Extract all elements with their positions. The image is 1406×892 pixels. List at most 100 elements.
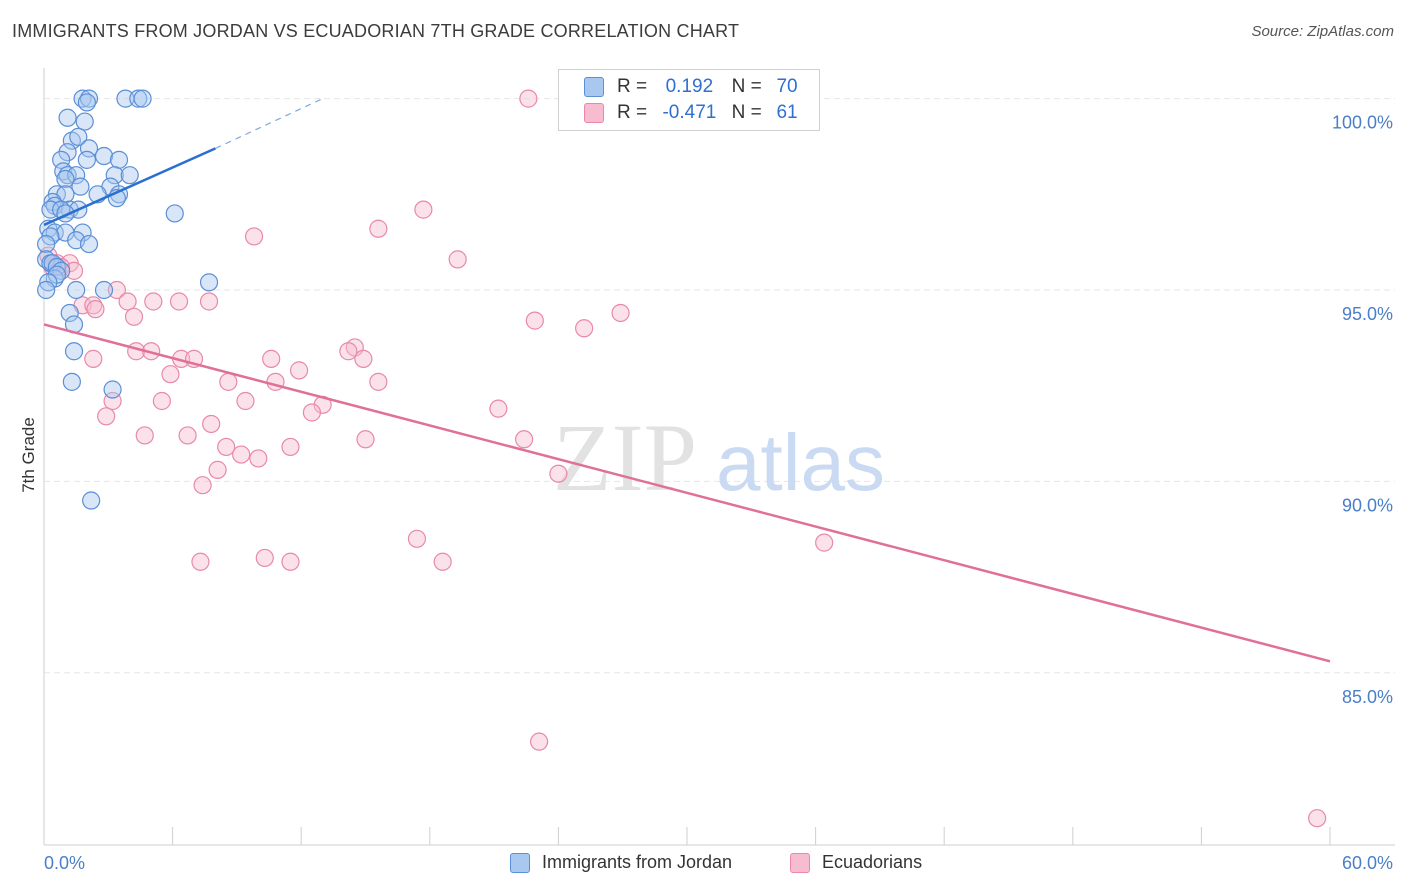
point-ecuadorians (217, 437, 236, 457)
point-ecuadorians (202, 414, 221, 434)
point-jordan (129, 89, 148, 108)
point-ecuadorians (281, 552, 300, 571)
y-tick-label: 85.0% (1342, 687, 1393, 707)
trend-lines (43, 98, 1331, 663)
point-jordan (62, 372, 81, 391)
point-jordan (79, 139, 99, 158)
point-ecuadorians (161, 365, 180, 384)
point-ecuadorians (1308, 809, 1327, 828)
point-jordan (41, 200, 60, 219)
point-ecuadorians (86, 300, 105, 319)
point-ecuadorians (815, 533, 834, 552)
point-ecuadorians (369, 372, 388, 391)
trend-line-jordan-extension (215, 98, 323, 149)
point-jordan (71, 177, 90, 196)
series-legend: Immigrants from Jordan Ecuadorians (0, 852, 1406, 878)
grid-lines (44, 98, 1395, 674)
correlation-legend: R = 0.192 N = 70 R = -0.471 N = 61 (558, 69, 820, 131)
legend-text-jordan: R = 0.192 N = 70 (617, 76, 807, 98)
point-ecuadorians (124, 307, 144, 326)
point-jordan (105, 166, 124, 185)
point-ecuadorians (199, 292, 219, 311)
x-tick-label: 60.0% (1342, 853, 1393, 873)
point-jordan (109, 150, 129, 169)
point-jordan (67, 280, 86, 300)
point-ecuadorians (549, 464, 568, 483)
axes (43, 68, 1395, 846)
point-ecuadorians (448, 250, 467, 269)
point-ecuadorians (369, 219, 388, 238)
legend-r-label: R = (617, 76, 648, 97)
point-ecuadorians (289, 361, 309, 380)
point-ecuadorians (530, 732, 549, 751)
watermark: ZIP atlas (553, 404, 885, 511)
point-ecuadorians (354, 349, 373, 368)
point-ecuadorians (339, 342, 358, 361)
point-jordan (94, 280, 114, 300)
point-jordan (94, 146, 114, 166)
legend-n-value-ecuadorians: 61 (776, 102, 798, 123)
trend-line-ecuadorians (43, 323, 1331, 663)
legend-r-value-jordan: 0.192 (665, 76, 714, 97)
watermark-zip: ZIP (553, 404, 697, 511)
point-jordan (37, 234, 56, 254)
point-ecuadorians (489, 399, 508, 418)
point-ecuadorians (219, 372, 238, 391)
watermark-atlas: atlas (716, 418, 885, 507)
point-ecuadorians (407, 529, 427, 548)
series-legend-ecuadorians[interactable]: Ecuadorians (790, 852, 922, 873)
point-ecuadorians (232, 445, 251, 464)
point-jordan (69, 127, 88, 146)
point-jordan (199, 273, 219, 292)
tick-labels: 85.0% 90.0% 95.0% 100.0% 0.0% 60.0% (44, 113, 1393, 873)
point-jordan (37, 280, 56, 300)
point-ecuadorians (208, 460, 227, 479)
chart-title: IMMIGRANTS FROM JORDAN VS ECUADORIAN 7TH… (12, 21, 740, 41)
point-jordan (77, 93, 96, 112)
y-tick-label: 100.0% (1332, 113, 1393, 133)
point-ecuadorians (356, 430, 375, 449)
point-ecuadorians (281, 437, 300, 457)
point-ecuadorians (519, 89, 538, 108)
point-jordan (56, 169, 75, 189)
point-ecuadorians (107, 280, 126, 300)
point-ecuadorians (84, 349, 103, 368)
source-label: Source: ZipAtlas.com (1251, 23, 1394, 40)
series-legend-swatch-ecuadorians (790, 852, 810, 873)
point-ecuadorians (236, 391, 255, 411)
point-jordan (133, 89, 152, 108)
legend-text-ecuadorians: R = -0.471 N = 61 (617, 102, 807, 124)
point-jordan (75, 112, 94, 131)
point-jordan (79, 234, 99, 254)
point-ecuadorians (515, 430, 534, 449)
point-ecuadorians (169, 292, 189, 311)
x-tick-label: 0.0% (44, 853, 85, 873)
point-ecuadorians (152, 391, 171, 411)
point-ecuadorians (255, 548, 274, 568)
point-ecuadorians (262, 349, 281, 368)
series-legend-label-jordan: Immigrants from Jordan (542, 852, 733, 872)
legend-swatch-ecuadorians (584, 103, 604, 123)
point-jordan (52, 150, 71, 169)
point-ecuadorians (244, 227, 264, 246)
y-tick-label: 95.0% (1342, 304, 1393, 324)
point-ecuadorians (135, 426, 154, 445)
legend-n-value-jordan: 70 (776, 76, 798, 97)
trend-line-jordan (43, 147, 216, 227)
point-jordan (58, 108, 77, 127)
series-legend-jordan[interactable]: Immigrants from Jordan (510, 852, 732, 873)
point-ecuadorians (525, 311, 544, 330)
point-ecuadorians (193, 476, 212, 495)
point-ecuadorians (118, 292, 137, 311)
point-jordan (77, 150, 96, 169)
legend-n-label: N = (731, 102, 762, 123)
point-ecuadorians (191, 552, 210, 571)
point-jordan (82, 491, 101, 510)
point-ecuadorians (433, 552, 452, 571)
point-ecuadorians (97, 407, 116, 426)
y-axis-title: 7th Grade (19, 417, 38, 493)
legend-n-label: N = (731, 76, 762, 97)
point-jordan (120, 166, 139, 185)
y-tick-label: 90.0% (1342, 495, 1393, 515)
